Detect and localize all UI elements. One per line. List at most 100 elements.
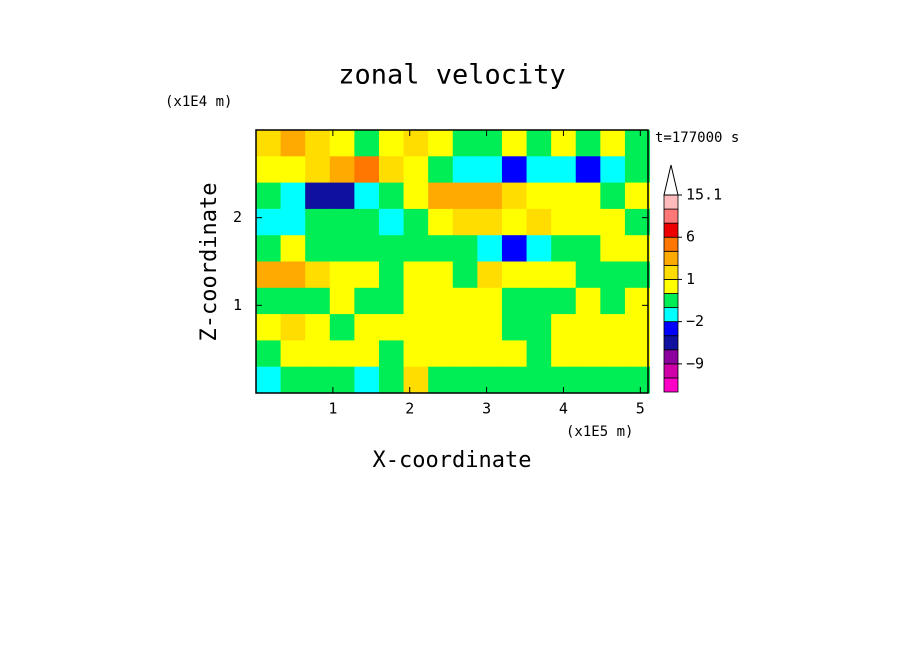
contour-cell [575, 340, 601, 368]
contour-cell [551, 314, 577, 341]
contour-cell [428, 208, 454, 236]
contour-cell [403, 208, 429, 236]
contour-cell [329, 208, 355, 236]
contour-cell [329, 130, 355, 157]
contour-cell [378, 130, 405, 157]
contour-cell [354, 235, 380, 262]
contour-cell [526, 130, 552, 157]
contour-cell [501, 130, 528, 157]
contour-cell [452, 314, 478, 341]
contour-cell [477, 208, 503, 236]
contour-cell [280, 156, 306, 184]
contour-cell [624, 182, 651, 210]
contour-cell [378, 156, 405, 184]
contour-cell [428, 314, 454, 341]
contour-cell [624, 340, 651, 368]
colorbar-band [663, 194, 679, 210]
contour-cell [624, 130, 651, 157]
colorbar-band [663, 250, 679, 266]
contour-cell [305, 340, 331, 368]
contour-cell [575, 235, 601, 262]
contour-cell [575, 261, 601, 289]
contour-cell [624, 261, 651, 289]
contour-cell [256, 156, 282, 184]
colorbar-tick-label: 6 [686, 228, 695, 246]
contour-cell [403, 366, 429, 394]
contour-cell [256, 182, 282, 210]
contour-cell [305, 261, 331, 289]
contour-cell [526, 182, 552, 210]
contour-cell [354, 314, 380, 341]
contour-cell [256, 340, 282, 368]
contour-cell [428, 235, 454, 262]
colorbar-band [663, 293, 679, 308]
colorbar-band [663, 264, 679, 280]
plot-frame [255, 129, 649, 394]
contour-cell [452, 130, 478, 157]
contour-cell [403, 156, 429, 184]
contour-cell [256, 366, 282, 394]
contour-cell [501, 235, 528, 262]
contour-cell [526, 156, 552, 184]
contour-cell [575, 156, 601, 184]
y-axis-label: Z-coordinate [197, 183, 222, 342]
contour-cell [256, 130, 282, 157]
x-tick-label: 2 [405, 400, 414, 418]
contour-cell [501, 156, 528, 184]
contour-cell [378, 261, 405, 289]
contour-cell [403, 182, 429, 210]
y-tick-label: 2 [233, 208, 242, 226]
contour-cell [551, 156, 577, 184]
contour-cell [403, 261, 429, 289]
colorbar-tick-label: 15.1 [686, 186, 722, 204]
colorbar-band [663, 321, 679, 337]
x-tick-label: 4 [559, 400, 568, 418]
x-axis-label: X-coordinate [373, 448, 532, 473]
contour-cell [477, 366, 503, 394]
contour-cell [575, 366, 601, 394]
contour-cell [477, 287, 503, 315]
contour-cell [526, 261, 552, 289]
contour-cell [378, 208, 405, 236]
contour-cell [329, 314, 355, 341]
time-label: t=177000 s [655, 130, 739, 146]
contour-cell [452, 235, 478, 262]
contour-cell [305, 182, 331, 210]
contour-cell [452, 366, 478, 394]
contour-cell [354, 130, 380, 157]
contour-cell [575, 182, 601, 210]
contour-cell [305, 156, 331, 184]
contour-cell [452, 182, 478, 210]
contour-cell [551, 340, 577, 368]
contour-cell [428, 182, 454, 210]
contour-cell [501, 208, 528, 236]
contour-cell [305, 130, 331, 157]
contour-cell [305, 314, 331, 341]
contour-cell [600, 130, 626, 157]
contour-cell [280, 130, 306, 157]
colorbar-tick-label: 1 [686, 270, 695, 288]
contour-cell [575, 287, 601, 315]
contour-cell [378, 340, 405, 368]
contour-cell [600, 287, 626, 315]
x-tick-label: 3 [482, 400, 491, 418]
contour-cell [600, 366, 626, 394]
contour-cell [329, 156, 355, 184]
contour-cell [378, 182, 405, 210]
colorbar-band [663, 222, 679, 238]
contour-cell [305, 208, 331, 236]
contour-cell [501, 314, 528, 341]
contour-cell [624, 156, 651, 184]
contour-cell [526, 340, 552, 368]
contour-cell [526, 235, 552, 262]
contour-cell [403, 235, 429, 262]
contour-cell [575, 208, 601, 236]
contour-cell [477, 314, 503, 341]
contour-cell [624, 366, 651, 394]
contour-cell [329, 261, 355, 289]
contour-cell [256, 314, 282, 341]
contour-cell [477, 340, 503, 368]
contour-cell [477, 130, 503, 157]
contour-cell [501, 366, 528, 394]
